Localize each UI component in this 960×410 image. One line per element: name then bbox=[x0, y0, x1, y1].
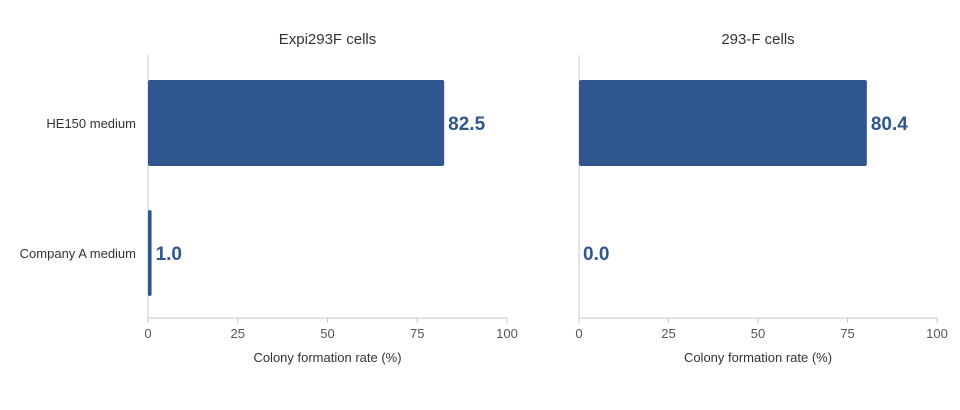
x-axis-label: Colony formation rate (%) bbox=[684, 350, 832, 365]
category-label: HE150 medium bbox=[46, 116, 136, 131]
data-label: 80.4 bbox=[871, 114, 908, 135]
data-label: 0.0 bbox=[583, 244, 609, 265]
x-tick-label: 0 bbox=[144, 326, 151, 341]
chart-title: Expi293F cells bbox=[279, 31, 377, 48]
x-tick-label: 75 bbox=[410, 326, 424, 341]
chart-title: 293-F cells bbox=[721, 31, 794, 48]
x-tick-label: 50 bbox=[320, 326, 334, 341]
data-label: 1.0 bbox=[156, 244, 182, 265]
x-tick-label: 100 bbox=[496, 326, 518, 341]
x-tick-label: 75 bbox=[840, 326, 854, 341]
category-label: Company A medium bbox=[20, 246, 136, 261]
x-tick-label: 25 bbox=[661, 326, 675, 341]
x-tick-label: 25 bbox=[231, 326, 245, 341]
bar bbox=[148, 80, 445, 166]
x-tick-label: 100 bbox=[926, 326, 948, 341]
x-tick-label: 50 bbox=[751, 326, 765, 341]
x-tick-label: 0 bbox=[575, 326, 582, 341]
bar bbox=[579, 80, 867, 166]
data-label: 82.5 bbox=[448, 114, 485, 135]
bar bbox=[148, 210, 152, 296]
x-axis-label: Colony formation rate (%) bbox=[253, 350, 401, 365]
